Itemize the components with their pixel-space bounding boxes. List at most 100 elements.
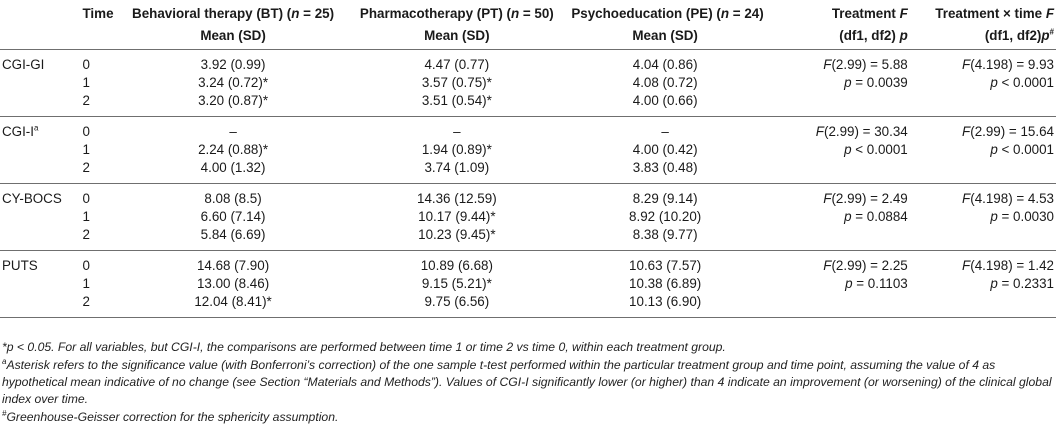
- measure-label: [0, 92, 83, 117]
- pe-cell: 4.00 (0.66): [632, 93, 698, 108]
- treatment-time-stat-cell: F(4.198) = 9.93: [915, 49, 1056, 74]
- time-cell: 1: [82, 142, 90, 157]
- treatment-time-stat-cell: [915, 293, 1056, 318]
- pt-cell: 9.15 (5.21)*: [421, 276, 492, 291]
- header-pt: Pharmacotherapy (PT) (n = 50): [359, 6, 554, 21]
- pt-cell: 14.36 (12.59): [342, 183, 572, 208]
- results-table: Time Behavioral therapy (BT) (n = 25) Ph…: [0, 0, 1056, 318]
- treatment-stat-cell: p < 0.0001: [844, 142, 908, 157]
- header-bt-sub: Mean (SD): [200, 28, 266, 43]
- pt-cell: 3.57 (0.75)*: [421, 75, 492, 90]
- header-measure: [0, 0, 83, 27]
- treatment-stat-cell: [759, 159, 916, 184]
- treatment-time-stat-cell: [916, 226, 1056, 251]
- measure-label: [0, 226, 83, 251]
- time-cell: 0: [82, 116, 124, 141]
- pe-cell: 10.63 (7.57): [571, 250, 759, 275]
- bt-cell: 6.60 (7.14): [200, 209, 266, 224]
- measure-label: [0, 74, 83, 92]
- header-treatment-time: Treatment × time F: [935, 6, 1054, 21]
- time-cell: 0: [82, 250, 124, 275]
- footnote-greenhouse: #Greenhouse-Geisser correction for the s…: [2, 408, 339, 424]
- treatment-stat-cell: F(2.99) = 5.88: [759, 49, 916, 74]
- time-cell: 2: [82, 293, 124, 318]
- measure-label: CY-BOCS: [0, 183, 83, 208]
- bt-cell: 14.68 (7.90): [123, 250, 343, 275]
- footnote-cgi-i: aAsterisk refers to the significance val…: [2, 356, 1052, 406]
- treatment-stat-cell: [759, 293, 916, 318]
- measure-label: [0, 275, 83, 293]
- pe-cell: 4.04 (0.86): [571, 49, 759, 74]
- footnote-significance: *p < 0.05. For all variables, but CGI-I,…: [2, 340, 726, 354]
- bt-cell: 4.00 (1.32): [200, 160, 266, 175]
- header-treatment-time-sub: (df1, df2)p#: [984, 27, 1054, 43]
- table-row: 2 3.20 (0.87)* 3.51 (0.54)* 4.00 (0.66): [0, 92, 1056, 117]
- treatment-stat-cell: p = 0.0039: [844, 75, 908, 90]
- treatment-time-stat-cell: p < 0.0001: [990, 142, 1054, 157]
- pe-cell: 4.08 (0.72): [632, 75, 698, 90]
- bt-cell: –: [123, 116, 343, 141]
- pt-cell: –: [342, 116, 572, 141]
- table-footnotes: *p < 0.05. For all variables, but CGI-I,…: [2, 339, 1052, 427]
- measure-label: [0, 141, 83, 159]
- treatment-stat-cell: p = 0.1103: [845, 276, 908, 291]
- bt-cell: 5.84 (6.69): [200, 227, 266, 242]
- bt-cell: 3.92 (0.99): [123, 49, 343, 74]
- measure-label: PUTS: [0, 250, 83, 275]
- pe-cell: 10.13 (6.90): [571, 293, 759, 318]
- time-cell: 1: [82, 75, 90, 90]
- treatment-time-stat-cell: [916, 159, 1056, 184]
- time-cell: 0: [82, 49, 124, 74]
- time-cell: 2: [82, 93, 90, 108]
- treatment-time-stat-cell: p = 0.0030: [990, 209, 1054, 224]
- bt-cell: 3.20 (0.87)*: [198, 93, 269, 108]
- pe-cell: 10.38 (6.89): [629, 276, 702, 291]
- treatment-time-stat-cell: p < 0.0001: [990, 75, 1054, 90]
- table-row: 1 2.24 (0.88)* 1.94 (0.89)* 4.00 (0.42) p < …: [0, 141, 1056, 159]
- pt-cell: 3.74 (1.09): [424, 160, 490, 175]
- header-time: Time: [82, 6, 114, 21]
- time-cell: 2: [82, 227, 90, 242]
- table-row: CY-BOCS 0 8.08 (8.5) 14.36 (12.59) 8.29 (9.1…: [0, 183, 1056, 208]
- treatment-time-stat-cell: F(4.198) = 4.53: [915, 183, 1056, 208]
- pe-cell: –: [571, 116, 759, 141]
- pt-cell: 10.23 (9.45)*: [418, 227, 496, 242]
- pe-cell: 3.83 (0.48): [632, 160, 698, 175]
- header-treatment-sub: (df1, df2) p: [839, 28, 908, 43]
- treatment-stat-cell: F(2.99) = 2.25: [759, 250, 916, 275]
- treatment-time-stat-cell: [916, 92, 1056, 117]
- table-row: 2 4.00 (1.32) 3.74 (1.09) 3.83 (0.48): [0, 159, 1056, 184]
- pe-cell: 8.38 (9.77): [632, 227, 698, 242]
- treatment-stat-cell: [759, 226, 916, 251]
- pe-cell: 4.00 (0.42): [632, 142, 698, 157]
- pe-cell: 8.92 (10.20): [629, 209, 702, 224]
- table-row: CGI-Ia 0– – – F(2.99) = 30.34 F(2.99) = 15.64: [0, 116, 1056, 141]
- treatment-stat-cell: [759, 92, 916, 117]
- measure-label: CGI-Ia: [0, 116, 83, 141]
- time-cell: 0: [82, 183, 124, 208]
- bt-cell: 3.24 (0.72)*: [198, 75, 269, 90]
- measure-label: [0, 293, 83, 318]
- treatment-stat-cell: F(2.99) = 2.49: [759, 183, 916, 208]
- treatment-time-stat-cell: F(4.198) = 1.42: [915, 250, 1056, 275]
- table-row: CGI-GI 0 3.92 (0.99) 4.47 (0.77) 4.04 (0.86)…: [0, 49, 1056, 74]
- pt-cell: 1.94 (0.89)*: [421, 142, 492, 157]
- treatment-time-stat-cell: p = 0.2331: [990, 276, 1054, 291]
- pt-cell: 3.51 (0.54)*: [421, 93, 492, 108]
- time-cell: 1: [82, 209, 90, 224]
- pt-cell: 4.47 (0.77): [342, 49, 572, 74]
- header-bt: Behavioral therapy (BT) (n = 25): [132, 6, 335, 21]
- table-row: PUTS 0 14.68 (7.90) 10.89 (6.68) 10.63 (7.57…: [0, 250, 1056, 275]
- measure-label: [0, 208, 83, 226]
- treatment-stat-cell: F(2.99) = 30.34: [759, 116, 916, 141]
- bt-cell: 8.08 (8.5): [123, 183, 343, 208]
- pt-cell: 10.17 (9.44)*: [418, 209, 496, 224]
- header-pe-sub: Mean (SD): [632, 28, 698, 43]
- header-pt-sub: Mean (SD): [424, 28, 490, 43]
- table-body: CGI-GI 0 3.92 (0.99) 4.47 (0.77) 4.04 (0.86)…: [0, 49, 1056, 318]
- time-cell: 1: [82, 276, 90, 291]
- treatment-stat-cell: p = 0.0884: [844, 209, 908, 224]
- pe-cell: 8.29 (9.14): [571, 183, 759, 208]
- pt-cell: 10.89 (6.68): [342, 250, 572, 275]
